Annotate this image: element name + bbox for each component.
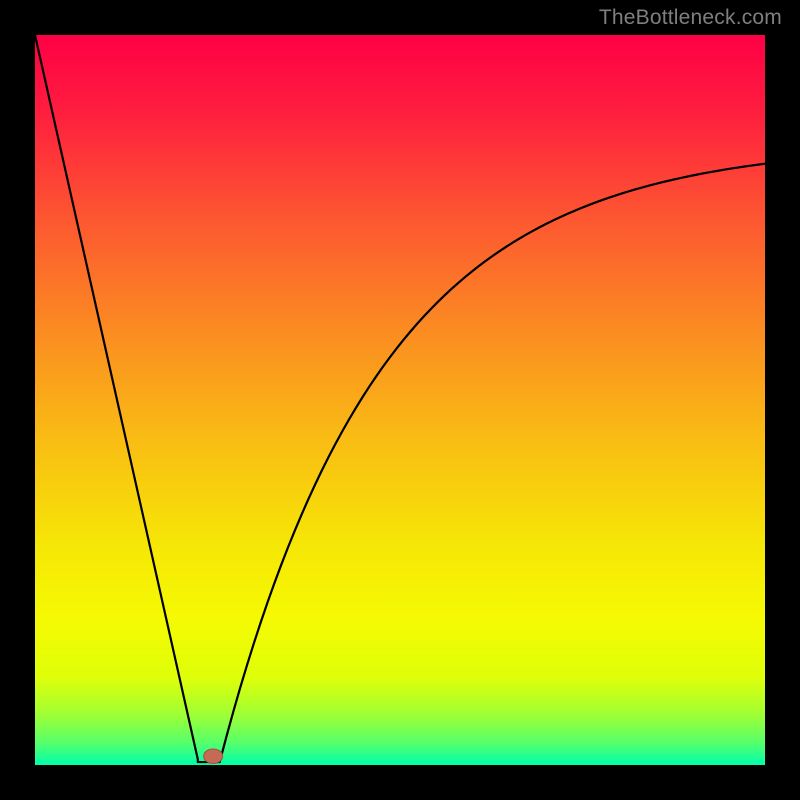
plot-background [35,35,765,765]
bottleneck-chart [0,0,800,800]
attribution-label: TheBottleneck.com [599,6,782,30]
optimum-marker [204,749,223,764]
chart-container: TheBottleneck.com [0,0,800,800]
